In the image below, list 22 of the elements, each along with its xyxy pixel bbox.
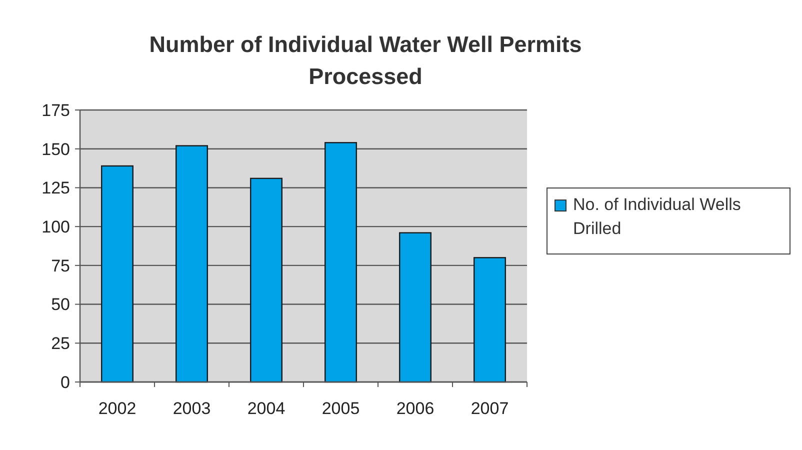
bar	[101, 165, 134, 383]
y-tick-label: 0	[60, 372, 70, 392]
y-tick-label: 75	[51, 256, 70, 276]
y-tick-label: 100	[42, 218, 70, 237]
x-tick-label: 2007	[470, 399, 509, 418]
y-tick-label: 50	[51, 295, 70, 314]
bar	[324, 142, 357, 383]
x-tick-label: 2002	[98, 399, 136, 418]
x-tick-label: 2004	[247, 399, 286, 418]
y-tick-label: 150	[42, 140, 70, 159]
chart-title: Number of Individual Water Well Permits Processed	[149, 32, 582, 89]
x-tick-label: 2003	[172, 399, 211, 418]
x-tick-label: 2005	[322, 399, 360, 418]
y-tick-label: 175	[42, 100, 70, 120]
bar	[474, 257, 506, 383]
bar	[250, 178, 282, 383]
y-tick-label: 25	[51, 334, 70, 354]
y-tick-label: 125	[42, 178, 70, 198]
x-tick-label: 2006	[396, 399, 434, 418]
bar	[399, 232, 432, 383]
bar	[176, 145, 208, 383]
legend-label: No. of Individual Wells Drilled	[573, 195, 741, 238]
